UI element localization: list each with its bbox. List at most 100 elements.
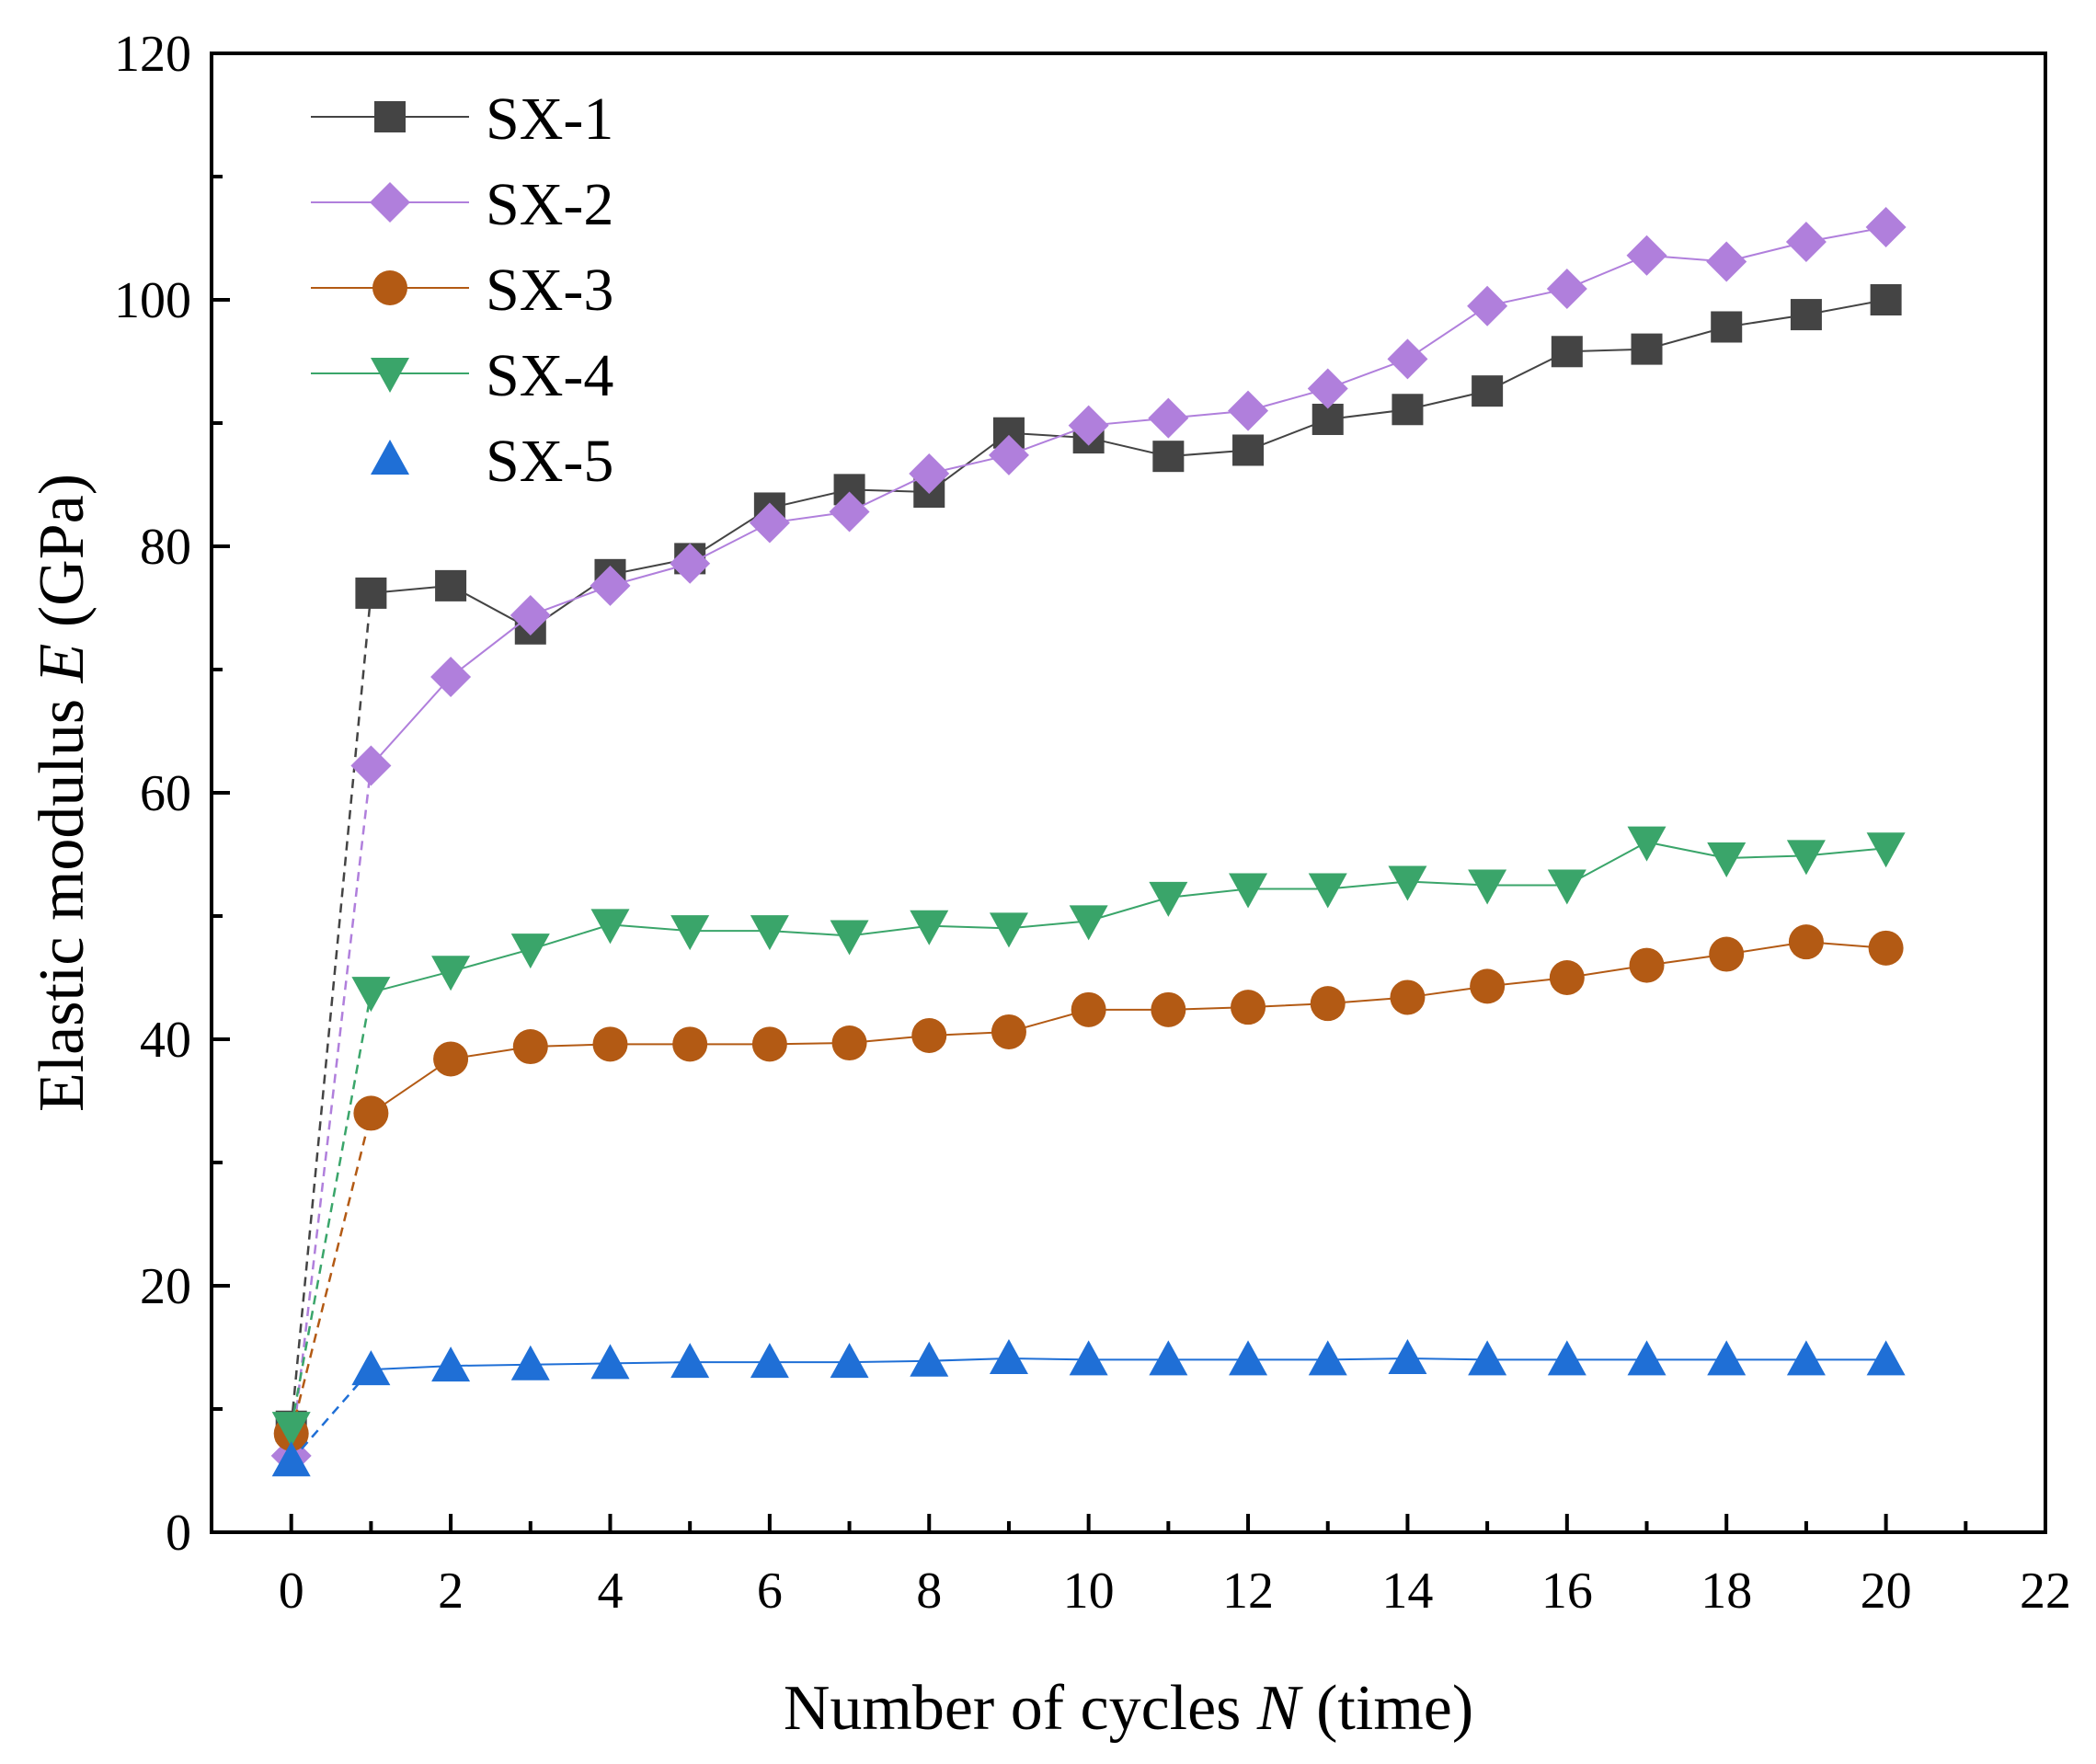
- x-tick-label: 0: [279, 1563, 304, 1620]
- data-point: [750, 1343, 789, 1379]
- legend-entry: SX-4: [311, 342, 613, 409]
- data-point: [431, 1346, 471, 1382]
- data-point: [510, 934, 550, 969]
- data-point: [1311, 403, 1344, 435]
- legend-marker: [371, 440, 409, 475]
- axis-ticks: 0 2 4 6 8 10 12 14 16 18 20 22 0 20 40 60 80 100 120: [114, 26, 2071, 1620]
- plot-marks: [270, 206, 1907, 1477]
- y-tick-label: 0: [166, 1505, 191, 1562]
- series-line-dashed-segment: [290, 991, 372, 1428]
- series-sx-5: [271, 1339, 1906, 1477]
- data-point: [1467, 285, 1508, 326]
- data-point: [909, 452, 950, 494]
- data-point: [350, 745, 392, 786]
- x-tick-label: 18: [1701, 1563, 1752, 1620]
- data-point: [1468, 1340, 1507, 1376]
- legend-marker: [372, 270, 407, 305]
- legend-label: SX-5: [486, 428, 613, 495]
- y-axis-label: Elastic modulus E (GPa): [27, 474, 97, 1112]
- data-point: [1549, 960, 1585, 995]
- x-tick-label: 2: [438, 1563, 464, 1620]
- series-line-dashed-segment: [290, 592, 372, 1426]
- legend-label: SX-1: [486, 86, 613, 153]
- data-point: [355, 577, 387, 609]
- data-point: [1387, 338, 1428, 380]
- series-sx-4: [271, 826, 1906, 1448]
- data-point: [1546, 268, 1587, 309]
- data-point: [911, 1017, 947, 1053]
- y-tick-label: 20: [140, 1258, 191, 1315]
- data-point: [670, 1343, 710, 1379]
- data-point: [1627, 1340, 1666, 1376]
- data-point: [1392, 394, 1424, 426]
- data-point: [351, 977, 391, 1013]
- data-point: [1706, 241, 1747, 282]
- x-tick-label: 6: [757, 1563, 783, 1620]
- data-point: [988, 434, 1029, 475]
- y-tick-label: 100: [114, 272, 191, 329]
- data-point: [989, 1339, 1028, 1375]
- data-point: [271, 1412, 311, 1448]
- data-point: [910, 910, 949, 945]
- series-sx-3: [273, 924, 1904, 1451]
- data-point: [1390, 979, 1426, 1015]
- x-axis-label-part: Number of cycles: [784, 1673, 1257, 1744]
- data-point: [750, 915, 789, 951]
- data-point: [1310, 986, 1346, 1022]
- series-line: [371, 841, 1886, 994]
- data-point: [592, 1026, 628, 1062]
- data-point: [1551, 336, 1583, 368]
- data-point: [510, 595, 551, 636]
- data-point: [1785, 222, 1827, 263]
- data-point: [910, 1341, 949, 1377]
- data-point: [433, 1041, 469, 1077]
- data-point: [512, 1029, 548, 1065]
- data-point: [1547, 869, 1586, 905]
- data-point: [1707, 842, 1747, 878]
- x-tick-label: 20: [1861, 1563, 1912, 1620]
- data-point: [1868, 930, 1904, 966]
- data-point: [830, 1343, 869, 1379]
- data-point: [672, 1026, 708, 1062]
- data-point: [510, 1345, 550, 1380]
- data-point: [1631, 333, 1663, 365]
- x-tick-label: 10: [1063, 1563, 1115, 1620]
- y-axis-label-unit: (GPa): [27, 474, 97, 644]
- legend-marker: [371, 358, 409, 393]
- data-point: [435, 569, 467, 601]
- data-point: [1709, 936, 1745, 972]
- y-axis-label-part: Elastic modulus: [27, 682, 97, 1112]
- data-point: [1232, 434, 1265, 466]
- series-line-dashed-segment: [290, 1113, 372, 1435]
- data-point: [1149, 881, 1188, 917]
- data-point: [1229, 873, 1268, 909]
- data-point: [751, 1026, 787, 1062]
- data-point: [1865, 206, 1907, 247]
- series-line: [371, 1357, 1886, 1371]
- data-point: [1149, 1340, 1188, 1376]
- data-point: [1470, 968, 1506, 1004]
- data-point: [1388, 1339, 1427, 1375]
- data-point: [1228, 390, 1269, 431]
- legend: SX-1 SX-2 SX-3 SX-4 SX-5: [311, 86, 613, 495]
- data-point: [1152, 441, 1185, 473]
- data-point: [1148, 397, 1189, 439]
- data-point: [670, 543, 711, 584]
- series-sx-2: [270, 206, 1907, 1476]
- data-point: [1308, 873, 1347, 909]
- data-point: [1711, 311, 1743, 343]
- data-point: [590, 1344, 630, 1380]
- data-point: [1870, 284, 1902, 315]
- legend-entry: SX-3: [311, 257, 613, 324]
- legend-marker: [370, 182, 410, 223]
- data-point: [831, 1025, 867, 1061]
- legend-entry: SX-5: [371, 428, 613, 495]
- legend-label: SX-4: [486, 342, 613, 409]
- data-point: [353, 1095, 389, 1131]
- data-point: [1626, 235, 1667, 276]
- data-point: [351, 1350, 391, 1386]
- data-point: [1629, 947, 1665, 983]
- data-point: [1231, 990, 1266, 1025]
- data-point: [1707, 1340, 1747, 1376]
- data-point: [590, 565, 631, 606]
